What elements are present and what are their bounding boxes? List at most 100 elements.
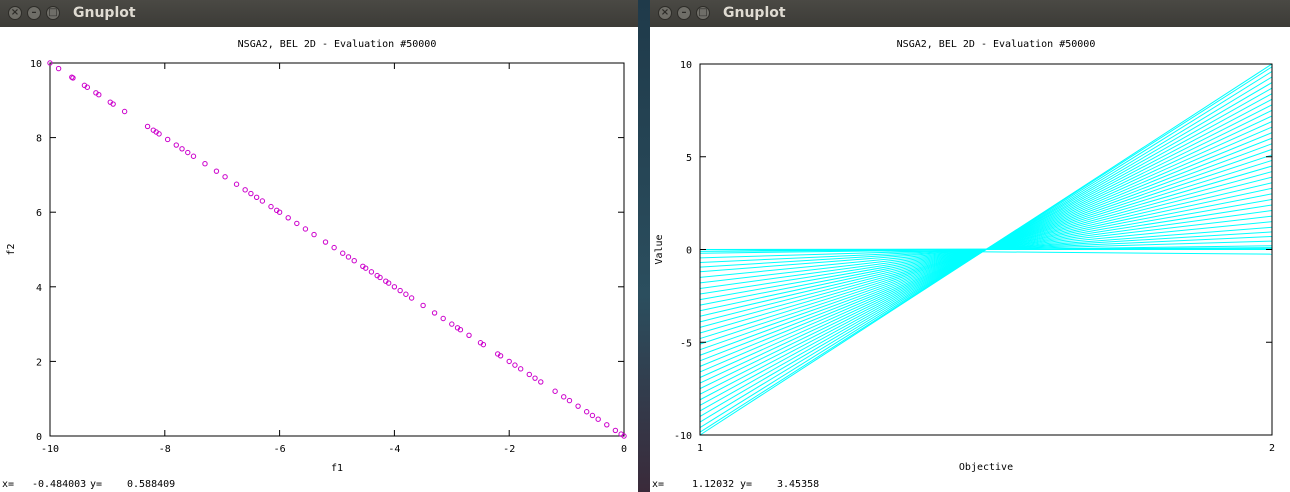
data-point (612, 427, 619, 434)
data-point (351, 257, 357, 264)
data-point (322, 239, 329, 245)
data-point (156, 131, 162, 137)
data-point (276, 209, 283, 215)
data-point (96, 92, 102, 98)
parallel-plot-area[interactable]: NSGA2, BEL 2D - Evaluation #50000 1 2 -10 -5… (650, 27, 1290, 477)
status-bar: x= -0.484003 y= 0.588409 (0, 477, 638, 492)
data-point (575, 403, 581, 409)
data-point (420, 302, 426, 309)
data-point (377, 274, 383, 281)
data-point (110, 101, 116, 107)
data-point (222, 174, 228, 180)
minimize-icon[interactable]: – (677, 6, 691, 20)
status-y-value: 0.588409 (127, 479, 176, 490)
data-point (213, 168, 220, 174)
y-tick-label: 5 (686, 153, 692, 164)
data-point (431, 310, 438, 316)
data-point (397, 287, 403, 294)
y-axis-label: f2 (6, 243, 17, 255)
close-icon[interactable]: × (8, 6, 22, 20)
series-line (699, 248, 1273, 250)
y-tick-label: 10 (680, 60, 692, 71)
x-tick-label: -4 (388, 444, 400, 455)
data-point (408, 295, 415, 301)
data-point (466, 332, 472, 338)
x-axis-label: Objective (959, 462, 1013, 473)
x-tick-label: 2 (1269, 443, 1275, 454)
scatter-plot-area[interactable]: NSGA2, BEL 2D - Evaluation #50000 -10 -8 -6… (0, 27, 638, 477)
data-point (259, 198, 266, 204)
maximize-icon[interactable]: □ (696, 6, 710, 20)
data-point (497, 353, 504, 359)
data-point (368, 269, 375, 275)
data-point (179, 146, 185, 152)
window-title: Gnuplot (73, 5, 136, 21)
status-x-label: x= (2, 479, 15, 490)
data-point (253, 194, 260, 200)
data-point (268, 203, 274, 210)
plot-border (49, 62, 625, 437)
data-point (538, 379, 544, 385)
data-point (385, 280, 392, 286)
y-axis-label: Value (654, 234, 665, 264)
minimize-icon[interactable]: – (27, 6, 41, 20)
y-tick-label: 2 (36, 357, 42, 368)
data-point (55, 65, 62, 72)
x-tick-label: -6 (274, 444, 286, 455)
scatter-plot[interactable]: NSGA2, BEL 2D - Evaluation #50000 -10 -8 -6… (0, 27, 638, 477)
x-tick-label: 1 (697, 443, 703, 454)
data-point (121, 108, 128, 115)
x-tick-label: -10 (41, 444, 59, 455)
data-point (480, 341, 487, 348)
y-tick-label: 6 (36, 208, 42, 219)
data-point (621, 433, 627, 439)
window-titlebar[interactable]: × – □ Gnuplot (650, 0, 1290, 27)
data-point (363, 265, 369, 271)
desktop-background (638, 0, 650, 492)
window-titlebar[interactable]: × – □ Gnuplot (0, 0, 638, 27)
data-point (604, 422, 610, 428)
data-point (345, 254, 352, 260)
status-y-label: y= (90, 479, 103, 490)
gnuplot-window-right[interactable]: × – □ Gnuplot NSGA2, BEL 2D - Evaluation… (650, 0, 1290, 492)
window-title: Gnuplot (723, 5, 786, 21)
y-tick-label: 10 (30, 59, 42, 70)
data-point (403, 291, 409, 297)
status-x-label: x= (652, 479, 665, 490)
x-tick-label: -2 (503, 444, 515, 455)
data-point (457, 326, 464, 333)
close-icon[interactable]: × (658, 6, 672, 20)
data-point (526, 371, 532, 378)
y-tick-label: 0 (686, 246, 692, 257)
data-point (233, 181, 240, 187)
data-point (164, 136, 171, 143)
data-point (185, 149, 191, 156)
data-point (70, 75, 76, 81)
data-point (449, 321, 455, 327)
y-tick-label: -5 (680, 338, 692, 349)
data-point (583, 409, 590, 415)
maximize-icon[interactable]: □ (46, 6, 60, 20)
chart-title: NSGA2, BEL 2D - Evaluation #50000 (238, 39, 437, 50)
y-tick-label: 0 (36, 432, 42, 443)
data-point (84, 84, 91, 90)
gnuplot-window-left[interactable]: × – □ Gnuplot NSGA2, BEL 2D - Evaluation… (0, 0, 638, 492)
data-point (512, 362, 518, 368)
data-point (589, 412, 596, 419)
data-point (566, 397, 573, 404)
x-tick-label: 0 (621, 444, 627, 455)
data-point (47, 60, 53, 66)
status-x-value: 1.12032 (692, 479, 735, 490)
data-point (248, 190, 254, 197)
data-point (561, 394, 567, 400)
data-point (294, 220, 300, 227)
data-point (517, 366, 524, 372)
data-point (285, 215, 291, 221)
data-point (506, 358, 512, 365)
data-point (440, 315, 446, 322)
x-tick-label: -8 (159, 444, 171, 455)
data-point (331, 244, 337, 251)
status-x-value: -0.484003 (32, 479, 87, 490)
y-tick-label: 4 (36, 283, 42, 294)
parallel-coordinates-plot[interactable]: NSGA2, BEL 2D - Evaluation #50000 1 2 -10 -5… (650, 27, 1290, 477)
